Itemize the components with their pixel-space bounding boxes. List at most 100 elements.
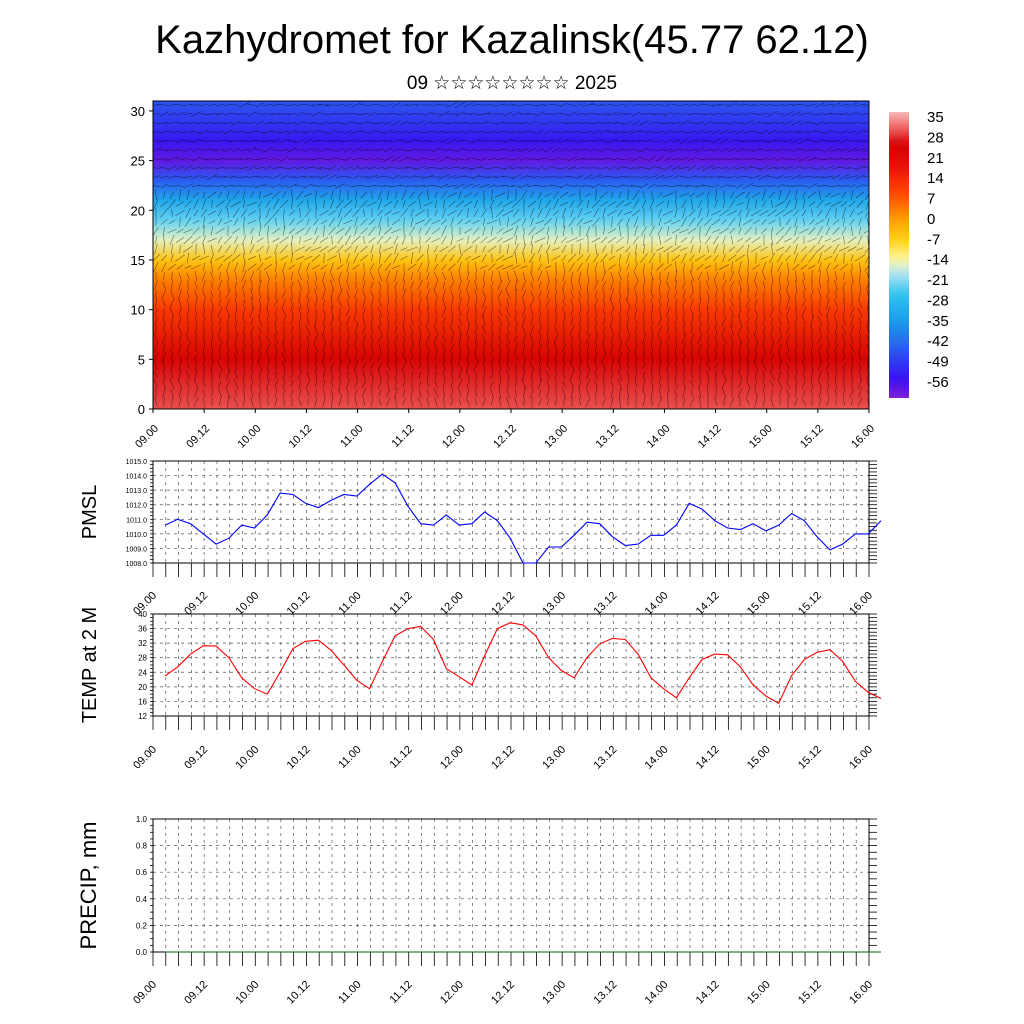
wind-arrow xyxy=(162,387,166,399)
wind-arrow xyxy=(217,279,223,291)
wind-arrow xyxy=(534,237,546,243)
wind-arrow xyxy=(266,352,270,362)
wind-arrow xyxy=(745,298,751,308)
wind-arrow xyxy=(771,243,773,255)
wind-arrow xyxy=(643,289,645,299)
wind-arrow xyxy=(290,281,294,289)
wind-arrow xyxy=(570,307,574,317)
wind-arrow xyxy=(174,175,186,179)
wind-arrow xyxy=(311,140,321,142)
wind-arrow xyxy=(354,360,358,372)
wind-arrow xyxy=(760,256,768,260)
wind-arrow xyxy=(176,228,184,234)
wind-arrow xyxy=(689,397,695,407)
wind-arrow xyxy=(191,167,201,169)
wind-arrow xyxy=(338,280,342,290)
wind-arrow xyxy=(234,370,238,380)
wind-arrow xyxy=(642,388,646,398)
wind-arrow xyxy=(771,227,773,235)
wind-arrow xyxy=(215,200,225,208)
wind-arrow xyxy=(632,198,640,210)
wind-arrow xyxy=(690,315,694,327)
wind-arrow xyxy=(466,324,470,336)
wind-arrow xyxy=(378,298,382,308)
wind-arrow xyxy=(547,333,549,345)
wind-arrow xyxy=(537,244,543,254)
wind-arrow xyxy=(466,289,470,299)
wind-arrow xyxy=(648,156,656,162)
colorbar-label: -35 xyxy=(927,313,949,330)
wind-arrow xyxy=(849,208,855,218)
wind-arrow xyxy=(834,271,838,281)
wind-arrow xyxy=(529,271,535,281)
wind-arrow xyxy=(279,199,289,209)
wind-arrow xyxy=(859,369,861,381)
colorbar-label: -7 xyxy=(927,231,940,248)
wind-arrow xyxy=(521,378,527,390)
wind-arrow xyxy=(169,378,175,390)
x-tick-label: 13.12 xyxy=(593,423,621,451)
wind-arrow xyxy=(361,388,367,398)
wind-arrow xyxy=(502,184,514,188)
wind-arrow xyxy=(482,226,486,236)
wind-arrow xyxy=(263,121,273,125)
wind-arrow xyxy=(762,317,766,325)
wind-arrow xyxy=(262,129,274,135)
wind-arrow xyxy=(739,396,741,408)
wind-arrow xyxy=(463,113,473,115)
wind-arrow xyxy=(255,158,265,160)
wind-arrow xyxy=(834,279,838,291)
wind-arrow xyxy=(843,235,845,245)
x-tick-label: 16.00 xyxy=(847,744,875,772)
wind-arrow xyxy=(320,219,328,225)
wind-arrow xyxy=(522,289,526,299)
x-tick-label: 12.12 xyxy=(489,979,517,1007)
wind-arrow xyxy=(322,396,326,408)
wind-arrow xyxy=(159,139,169,143)
wind-arrow xyxy=(779,280,781,290)
wind-arrow xyxy=(643,191,645,199)
wind-arrow xyxy=(553,210,559,216)
x-tick-label: 09.00 xyxy=(133,423,161,451)
wind-arrow xyxy=(687,175,697,179)
wind-arrow xyxy=(375,158,385,160)
wind-arrow xyxy=(338,299,342,307)
wind-arrow xyxy=(155,362,157,370)
wind-arrow xyxy=(682,315,686,327)
wind-arrow xyxy=(256,102,264,108)
wind-arrow xyxy=(562,270,566,282)
wind-arrow xyxy=(322,361,326,371)
wind-arrow xyxy=(511,157,521,161)
wind-arrow xyxy=(558,176,570,178)
wind-arrow xyxy=(159,167,169,169)
wind-arrow xyxy=(600,104,608,106)
wind-arrow xyxy=(520,189,528,201)
wind-arrow xyxy=(815,165,825,171)
wind-arrow xyxy=(662,192,674,198)
wind-arrow xyxy=(257,315,263,327)
wind-arrow xyxy=(858,387,862,399)
wind-arrow xyxy=(562,280,566,290)
wind-arrow xyxy=(721,315,727,327)
wind-arrow xyxy=(433,263,439,271)
wind-arrow xyxy=(258,298,262,308)
wind-arrow xyxy=(482,290,486,298)
wind-arrow xyxy=(739,352,741,362)
wind-arrow xyxy=(568,103,576,107)
wind-arrow xyxy=(472,174,480,180)
wind-arrow xyxy=(441,264,447,270)
wind-arrow xyxy=(178,272,182,280)
wind-arrow xyxy=(363,236,365,244)
wind-arrow xyxy=(491,189,493,201)
wind-arrow xyxy=(271,184,281,188)
wind-arrow xyxy=(547,252,549,264)
wind-arrow xyxy=(738,209,742,217)
wind-arrow xyxy=(727,112,737,116)
wind-arrow xyxy=(731,343,733,353)
wind-arrow xyxy=(547,235,549,245)
wind-arrow xyxy=(318,139,330,143)
x-tick-label: 13.00 xyxy=(540,979,568,1007)
wind-arrow xyxy=(450,234,454,246)
wind-arrow xyxy=(482,245,486,253)
wind-arrow xyxy=(313,218,319,226)
